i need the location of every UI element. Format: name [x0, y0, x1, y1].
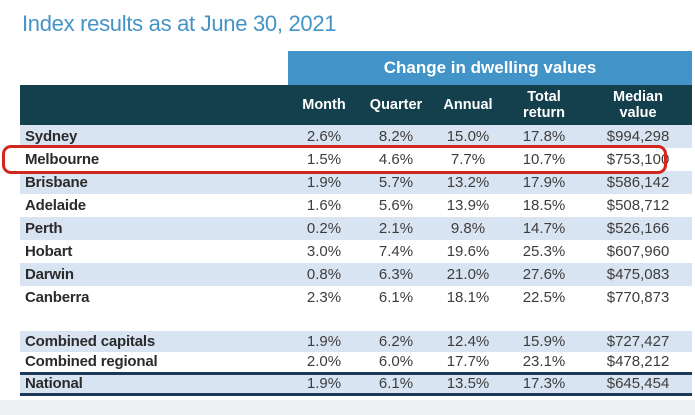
table-row: Brisbane 1.9% 5.7% 13.2% 17.9% $586,142: [20, 171, 693, 194]
cell-annual: 13.5%: [432, 371, 504, 396]
row-label: Hobart: [25, 243, 73, 260]
row-label: National: [20, 371, 288, 396]
cell-annual: 7.7%: [450, 151, 486, 168]
cell-month: 1.5%: [306, 151, 342, 168]
column-header-quarter: Quarter: [369, 97, 423, 113]
cell-month: 2.0%: [306, 353, 342, 371]
column-header-label: [20, 85, 288, 125]
cell-month: 1.9%: [288, 371, 360, 396]
cell-total-return: 18.5%: [522, 197, 566, 214]
cell-quarter: 6.3%: [378, 266, 414, 283]
column-header-annual: Annual: [443, 97, 493, 113]
table-body: Sydney 2.6% 8.2% 15.0% 17.8% $994,298 Melbourn…: [20, 125, 693, 396]
table-row: Canberra 2.3% 6.1% 18.1% 22.5% $770,873: [20, 286, 693, 309]
cell-quarter: 2.1%: [378, 220, 414, 237]
cell-month: 0.2%: [306, 220, 342, 237]
cell-quarter: 6.0%: [378, 353, 414, 371]
cell-annual: 13.9%: [446, 197, 490, 214]
cell-quarter: 4.6%: [378, 151, 414, 168]
cell-median-value: $753,100: [606, 151, 670, 168]
cell-median-value: $526,166: [606, 220, 670, 237]
row-label: Sydney: [25, 128, 78, 145]
cell-annual: 21.0%: [446, 266, 490, 283]
cell-quarter: 5.7%: [378, 174, 414, 191]
cell-median-value: $645,454: [584, 371, 693, 396]
table-row: Melbourne 1.5% 4.6% 7.7% 10.7% $753,100: [20, 148, 693, 171]
column-header-month: Month: [302, 97, 346, 113]
row-label: Darwin: [25, 266, 74, 283]
cell-median-value: $770,873: [606, 289, 670, 306]
cell-total-return: 14.7%: [522, 220, 566, 237]
group-header: Change in dwelling values: [288, 51, 693, 85]
table-row: Hobart 3.0% 7.4% 19.6% 25.3% $607,960: [20, 240, 693, 263]
cell-annual: 15.0%: [446, 128, 490, 145]
group-header-row: Change in dwelling values: [20, 51, 693, 85]
cell-month: 1.9%: [306, 174, 342, 191]
cell-month: 1.6%: [306, 197, 342, 214]
dwelling-values-table: Change in dwelling values Month Quarter …: [20, 51, 693, 396]
cell-annual: 19.6%: [446, 243, 490, 260]
cell-quarter: 5.6%: [378, 197, 414, 214]
cell-month: 1.9%: [306, 333, 342, 350]
cell-total-return: 17.9%: [522, 174, 566, 191]
table-row: Combined capitals 1.9% 6.2% 12.4% 15.9% $727,…: [20, 331, 693, 352]
cell-quarter: 8.2%: [378, 128, 414, 145]
cell-total-return: 17.3%: [504, 371, 584, 396]
table-row: Adelaide 1.6% 5.6% 13.9% 18.5% $508,712: [20, 194, 693, 217]
cell-annual: 17.7%: [446, 353, 490, 371]
table-row: National 1.9% 6.1% 13.5% 17.3% $645,454: [20, 371, 693, 396]
bottom-strip: [0, 400, 695, 415]
table-row: Sydney 2.6% 8.2% 15.0% 17.8% $994,298: [20, 125, 693, 148]
table-row: Combined regional 2.0% 6.0% 17.7% 23.1% $478,…: [20, 352, 693, 373]
cell-total-return: 10.7%: [522, 151, 566, 168]
cell-month: 3.0%: [306, 243, 342, 260]
page-title: Index results as at June 30, 2021: [22, 11, 337, 36]
column-header-total-return: Total return: [523, 89, 565, 121]
cell-annual: 12.4%: [446, 333, 490, 350]
cell-median-value: $508,712: [606, 197, 670, 214]
cell-annual: 18.1%: [446, 289, 490, 306]
cell-median-value: $475,083: [606, 266, 670, 283]
table-row: Darwin 0.8% 6.3% 21.0% 27.6% $475,083: [20, 263, 693, 286]
cell-total-return: 22.5%: [522, 289, 566, 306]
row-label: Combined capitals: [25, 333, 155, 350]
row-label: Canberra: [25, 289, 90, 306]
cell-median-value: $994,298: [606, 128, 670, 145]
spacer-cell: [20, 309, 693, 331]
cell-total-return: 23.1%: [522, 353, 566, 371]
column-header-row: Month Quarter Annual Total return Median…: [20, 85, 693, 125]
cell-quarter: 7.4%: [378, 243, 414, 260]
cell-quarter: 6.1%: [378, 289, 414, 306]
cell-quarter: 6.1%: [360, 371, 432, 396]
cell-month: 2.3%: [306, 289, 342, 306]
row-label: Melbourne: [25, 151, 100, 168]
row-label: Perth: [25, 220, 63, 237]
spacer-row: [20, 309, 693, 331]
cell-median-value: $727,427: [606, 333, 670, 350]
cell-total-return: 25.3%: [522, 243, 566, 260]
cell-total-return: 27.6%: [522, 266, 566, 283]
cell-total-return: 17.8%: [522, 128, 566, 145]
cell-median-value: $478,212: [606, 353, 670, 371]
cell-quarter: 6.2%: [378, 333, 414, 350]
cell-median-value: $607,960: [606, 243, 670, 260]
table-row: Perth 0.2% 2.1% 9.8% 14.7% $526,166: [20, 217, 693, 240]
cell-annual: 9.8%: [450, 220, 486, 237]
row-label: Combined regional: [25, 353, 158, 371]
cell-month: 0.8%: [306, 266, 342, 283]
row-label: Brisbane: [25, 174, 88, 191]
cell-annual: 13.2%: [446, 174, 490, 191]
cell-median-value: $586,142: [606, 174, 670, 191]
cell-total-return: 15.9%: [522, 333, 566, 350]
column-header-median-value: Median value: [613, 89, 663, 121]
row-label: Adelaide: [25, 197, 86, 214]
cell-month: 2.6%: [306, 128, 342, 145]
group-header-spacer: [20, 51, 288, 85]
